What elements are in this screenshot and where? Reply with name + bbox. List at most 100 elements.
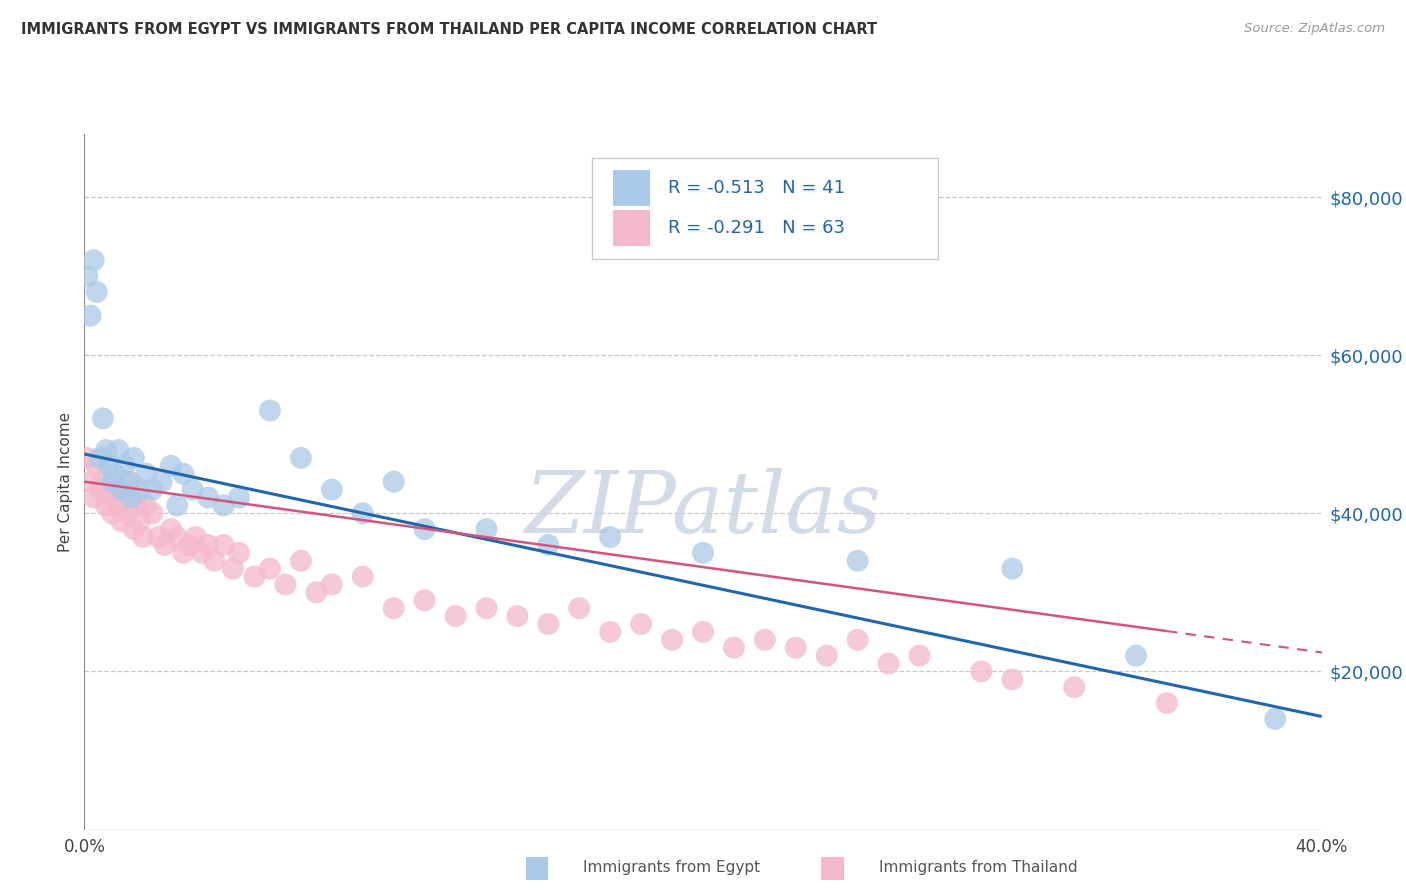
Point [692, 624, 714, 639]
Point [76, 450, 98, 465]
Point [506, 609, 529, 624]
Point [83, 253, 105, 268]
Point [352, 506, 374, 520]
Point [79, 475, 101, 489]
Point [89, 450, 111, 465]
Point [89, 483, 111, 497]
Point [661, 632, 683, 647]
Point [98, 458, 121, 473]
Point [321, 577, 343, 591]
Text: Source: ZipAtlas.com: Source: ZipAtlas.com [1244, 22, 1385, 36]
Point [877, 657, 900, 671]
Point [114, 491, 136, 505]
Point [321, 483, 343, 497]
Point [117, 475, 139, 489]
Point [475, 522, 498, 536]
Point [222, 562, 245, 576]
Point [120, 491, 142, 505]
Point [444, 609, 467, 624]
Point [846, 632, 869, 647]
Point [135, 467, 157, 481]
Y-axis label: Per Capita Income: Per Capita Income [58, 411, 73, 552]
Point [274, 577, 297, 591]
Point [568, 601, 591, 615]
Point [104, 467, 127, 481]
Point [141, 506, 163, 520]
Point [148, 530, 170, 544]
Point [212, 499, 235, 513]
Point [181, 483, 204, 497]
Point [166, 530, 188, 544]
Point [382, 475, 405, 489]
Point [228, 491, 250, 505]
Point [191, 546, 214, 560]
Point [117, 506, 139, 520]
Point [86, 285, 108, 299]
Point [537, 538, 560, 552]
Point [259, 562, 281, 576]
Point [1264, 712, 1286, 726]
Point [153, 538, 176, 552]
Point [692, 546, 714, 560]
Point [785, 640, 807, 655]
Point [723, 640, 745, 655]
Text: IMMIGRANTS FROM EGYPT VS IMMIGRANTS FROM THAILAND PER CAPITA INCOME CORRELATION : IMMIGRANTS FROM EGYPT VS IMMIGRANTS FROM… [21, 22, 877, 37]
FancyBboxPatch shape [613, 210, 650, 246]
Point [475, 601, 498, 615]
Point [98, 491, 121, 505]
Point [1001, 673, 1024, 687]
Point [135, 499, 157, 513]
Point [160, 522, 183, 536]
Point [197, 491, 219, 505]
Point [122, 522, 145, 536]
Point [197, 538, 219, 552]
Point [970, 665, 993, 679]
Point [79, 309, 101, 323]
Point [1125, 648, 1147, 663]
Point [91, 411, 114, 425]
FancyBboxPatch shape [613, 170, 650, 206]
Point [382, 601, 405, 615]
Point [132, 530, 155, 544]
Point [537, 617, 560, 632]
Point [184, 530, 207, 544]
Point [114, 458, 136, 473]
Point [243, 569, 266, 583]
Point [91, 475, 114, 489]
Point [172, 546, 194, 560]
Point [83, 491, 105, 505]
Point [815, 648, 838, 663]
Point [290, 554, 312, 568]
Point [129, 514, 152, 528]
Point [86, 458, 108, 473]
Text: R = -0.291   N = 63: R = -0.291 N = 63 [668, 219, 845, 236]
Point [630, 617, 652, 632]
Point [202, 554, 225, 568]
Point [1001, 562, 1024, 576]
Point [1063, 680, 1085, 694]
Point [110, 483, 132, 497]
Point [120, 475, 142, 489]
Point [228, 546, 250, 560]
Point [107, 499, 129, 513]
Point [107, 443, 129, 458]
Point [179, 538, 201, 552]
Point [754, 632, 776, 647]
Point [413, 593, 436, 607]
Point [122, 450, 145, 465]
Point [172, 467, 194, 481]
Text: Immigrants from Thailand: Immigrants from Thailand [879, 861, 1077, 875]
FancyBboxPatch shape [592, 158, 938, 259]
Point [413, 522, 436, 536]
Point [150, 475, 173, 489]
Point [101, 475, 124, 489]
Point [94, 499, 117, 513]
Point [101, 506, 124, 520]
Point [212, 538, 235, 552]
Point [305, 585, 328, 599]
Point [259, 403, 281, 417]
Text: Immigrants from Egypt: Immigrants from Egypt [583, 861, 761, 875]
Point [908, 648, 931, 663]
Point [110, 514, 132, 528]
Point [76, 269, 98, 284]
